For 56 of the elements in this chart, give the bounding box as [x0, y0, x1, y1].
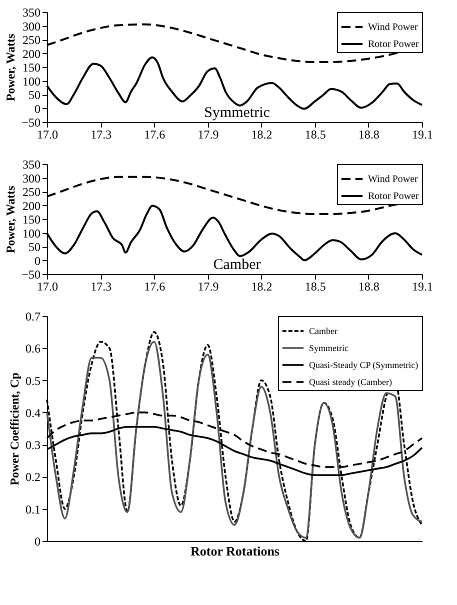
x-tick-label: 18.2: [251, 280, 272, 294]
legend-label: Rotor Power: [368, 191, 420, 202]
y-tick-label: 100: [22, 74, 40, 88]
y-tick-label: 0.2: [26, 470, 40, 484]
legend-label: Quasi steady (Camber): [309, 377, 392, 387]
x-tick-label: 17.9: [198, 128, 219, 142]
y-tick-label: 250: [22, 33, 40, 47]
y-tick-label: 0.1: [26, 502, 40, 516]
x-tick-label: 18.5: [304, 128, 326, 142]
y-axis-title: Power, Watts: [4, 186, 18, 254]
x-tick-label: 17.0: [37, 128, 58, 142]
y-tick-label: 150: [22, 60, 40, 74]
legend-label: Quasi-Steady CP (Symmetric): [309, 360, 418, 370]
y-tick-label: 300: [22, 171, 40, 186]
y-tick-label: 0: [34, 102, 40, 116]
y-tick-label: 0.6: [26, 342, 40, 356]
y-axis-title: Power, Watts: [4, 34, 18, 102]
y-tick-label: 200: [22, 198, 40, 213]
x-tick-label: 19.1: [412, 280, 433, 294]
legend-label: Wind Power: [368, 174, 419, 185]
y-tick-label: 0.7: [26, 310, 40, 324]
legend-label: Camber: [309, 326, 338, 336]
y-tick-label: 300: [22, 19, 40, 34]
x-tick-label: 17.3: [90, 128, 112, 142]
y-tick-label: −50: [22, 116, 40, 130]
annotation: Symmetric: [204, 105, 270, 121]
legend-label: Symmetric: [309, 343, 348, 353]
x-axis-title: Rotor Rotations: [190, 544, 280, 558]
y-tick-label: 150: [22, 212, 40, 226]
y-axis-title: Power Coefficient, Cp: [8, 372, 22, 486]
annotation: Camber: [213, 257, 261, 273]
x-tick-label: 17.3: [90, 280, 112, 294]
x-tick-label: 18.8: [358, 280, 380, 294]
x-tick-label: 17.6: [144, 280, 166, 294]
x-tick-label: 19.1: [412, 128, 433, 142]
y-tick-label: 350: [22, 158, 40, 172]
y-tick-label: 0.5: [26, 374, 40, 388]
y-tick-label: 0.3: [26, 438, 40, 452]
y-tick-label: −50: [22, 268, 40, 282]
x-tick-label: 17.0: [37, 280, 58, 294]
y-tick-label: 50: [28, 88, 40, 102]
y-tick-label: 0: [34, 254, 40, 268]
y-tick-label: 100: [22, 226, 40, 240]
y-tick-label: 50: [28, 240, 40, 254]
x-tick-label: 17.6: [144, 128, 166, 142]
legend-label: Wind Power: [368, 22, 419, 33]
x-tick-label: 18.8: [358, 128, 380, 142]
y-tick-label: 0.4: [26, 406, 40, 420]
y-tick-label: 350: [22, 6, 40, 20]
x-tick-label: 17.9: [198, 280, 219, 294]
x-tick-label: 18.5: [304, 280, 326, 294]
x-tick-label: 18.2: [251, 128, 272, 142]
y-tick-label: 250: [22, 185, 40, 199]
y-tick-label: 0: [34, 534, 40, 548]
legend-label: Rotor Power: [368, 39, 420, 50]
y-tick-label: 200: [22, 46, 40, 61]
